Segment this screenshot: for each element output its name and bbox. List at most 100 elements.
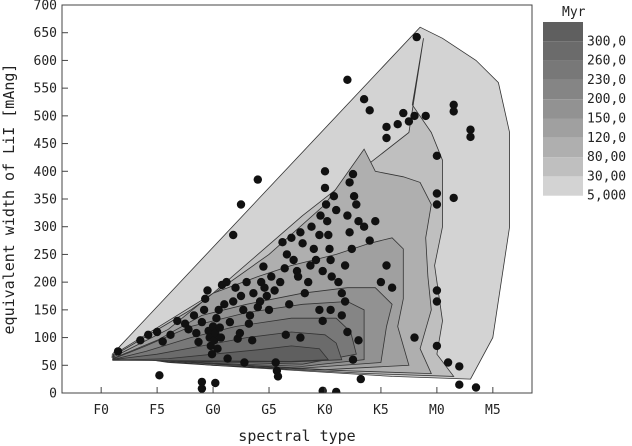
data-point (325, 244, 334, 254)
x-tick-label: G0 (205, 403, 221, 418)
data-point (293, 272, 303, 281)
data-point (343, 327, 352, 337)
x-tick-label: K5 (373, 403, 389, 418)
data-point (249, 289, 258, 298)
contour-region (112, 345, 330, 362)
data-point (229, 297, 238, 306)
data-point (231, 283, 240, 292)
data-point (201, 294, 210, 303)
data-point (326, 305, 335, 315)
y-tick-label: 50 (41, 359, 57, 374)
x-tick-label: F5 (149, 403, 165, 418)
x-tick-label: G5 (261, 403, 277, 418)
data-point (324, 230, 333, 240)
y-tick-label: 200 (34, 276, 57, 291)
data-point (203, 286, 212, 295)
data-point (320, 183, 330, 193)
data-point (316, 211, 325, 220)
data-point (449, 193, 458, 203)
data-point (236, 291, 246, 301)
data-point (327, 272, 336, 281)
y-tick-label: 150 (34, 303, 57, 318)
y-tick-label: 700 (34, 0, 57, 14)
data-point (260, 283, 269, 292)
legend-label: 80,00 (587, 150, 626, 165)
data-point (432, 341, 442, 351)
data-point (248, 336, 257, 345)
data-point (309, 244, 318, 254)
y-tick-label: 0 (49, 387, 57, 402)
data-point (296, 228, 305, 237)
data-point (144, 330, 153, 339)
legend-label: 30,00 (587, 169, 626, 184)
data-point (354, 217, 363, 226)
data-point (343, 75, 352, 85)
x-tick-label: F0 (93, 403, 109, 418)
data-point (321, 200, 331, 209)
data-point (471, 383, 481, 392)
data-point (323, 217, 332, 226)
data-point (432, 286, 442, 295)
data-point (113, 347, 123, 356)
data-point (271, 358, 280, 367)
data-point (304, 277, 313, 287)
legend-label: 260,0 (587, 54, 626, 69)
y-tick-label: 500 (34, 109, 57, 124)
data-point (197, 377, 207, 387)
data-point (281, 330, 290, 339)
data-point (223, 354, 232, 363)
data-point (306, 261, 315, 270)
data-point (253, 175, 262, 184)
data-point (382, 133, 391, 143)
data-point (432, 200, 442, 209)
data-point (466, 132, 475, 142)
data-point (410, 111, 419, 121)
data-point (255, 297, 265, 306)
data-point (332, 205, 341, 215)
data-point (387, 283, 397, 292)
data-point (347, 244, 356, 254)
data-point (432, 297, 442, 306)
data-point (337, 311, 346, 320)
data-point (432, 151, 442, 160)
data-point (307, 222, 316, 231)
data-point (340, 261, 350, 270)
data-point (320, 167, 330, 176)
data-point (245, 311, 255, 320)
data-point (229, 230, 238, 240)
data-point (466, 125, 475, 134)
data-point (348, 169, 358, 179)
data-point (197, 317, 207, 327)
data-point (359, 95, 369, 104)
legend-swatch (543, 41, 583, 61)
data-point (212, 314, 221, 323)
y-tick-label: 450 (34, 137, 57, 152)
data-point (280, 264, 289, 273)
data-point (262, 291, 271, 301)
legend-swatch (543, 60, 583, 80)
data-point (318, 266, 327, 276)
data-point (449, 100, 458, 110)
data-point (240, 358, 249, 367)
data-point (352, 200, 361, 209)
data-point (311, 255, 321, 265)
data-point (155, 371, 164, 380)
data-point (365, 236, 374, 245)
data-point (184, 325, 193, 334)
data-point (455, 362, 464, 371)
data-point (410, 333, 419, 342)
data-point (259, 262, 268, 271)
y-tick-label: 100 (34, 331, 57, 346)
data-point (213, 344, 222, 353)
data-point (270, 286, 279, 295)
data-point (287, 233, 296, 242)
data-point (197, 384, 207, 393)
data-point (404, 117, 414, 126)
x-tick-label: K0 (317, 403, 333, 418)
data-point (300, 289, 309, 298)
x-tick-label: M0 (429, 403, 445, 418)
data-point (332, 387, 341, 393)
data-point (449, 107, 458, 116)
data-point (382, 261, 391, 270)
data-point (371, 217, 380, 226)
